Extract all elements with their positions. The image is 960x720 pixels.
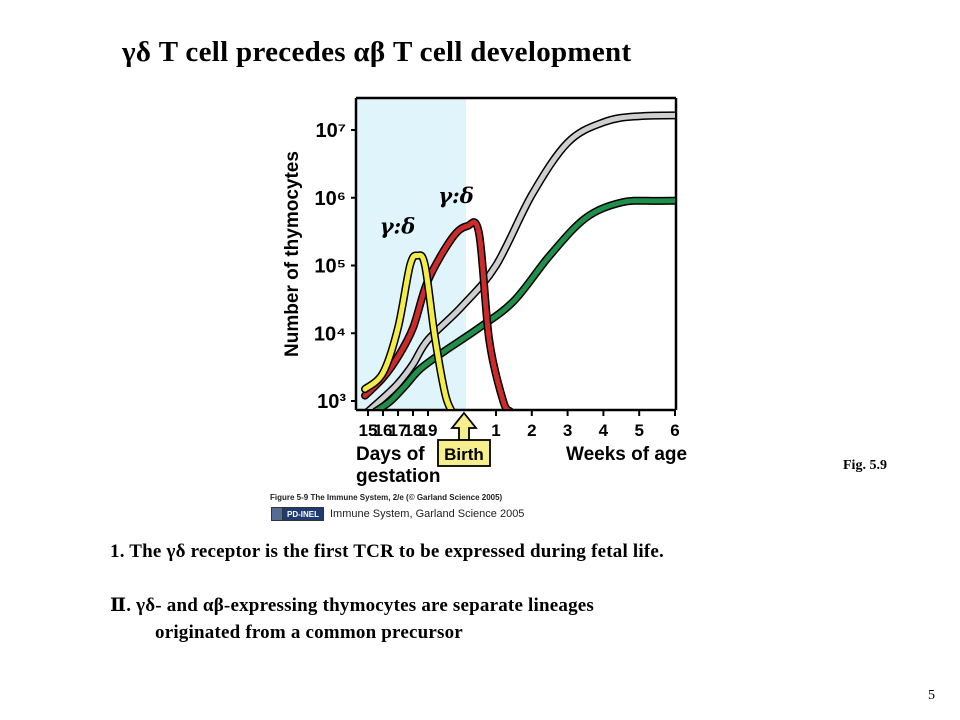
image-credit: PD-INEL Immune System, Garland Science 2…	[271, 507, 524, 521]
y-tick-label: 10⁶	[315, 188, 346, 210]
x-tick-label-week: 1	[491, 421, 500, 440]
x-tick-label-day: 18	[404, 421, 423, 440]
x-tick-label-week: 5	[634, 421, 643, 440]
bullet-1: 1. The γδ receptor is the first TCR to b…	[110, 541, 664, 562]
y-tick-label: 10⁷	[316, 120, 347, 142]
series-gd-second-wave-curve	[362, 219, 511, 409]
y-tick-label: 10⁵	[314, 256, 346, 278]
license-icon	[272, 508, 283, 520]
x-tick-label-week: 3	[563, 421, 572, 440]
figure-caption: Figure 5-9 The Immune System, 2/e (© Gar…	[270, 493, 503, 502]
birth-label: Birth	[444, 445, 484, 464]
license-badge: PD-INEL	[271, 507, 324, 521]
x-axis-label-gestation-line2: gestation	[356, 466, 440, 487]
license-badge-label: PD-INEL	[287, 509, 319, 519]
birth-box	[437, 439, 491, 467]
x-tick-label-day: 16	[374, 421, 393, 440]
figure-reference: Fig. 5.9	[843, 458, 887, 473]
x-tick-label-week: 2	[527, 421, 536, 440]
x-axis-label-gestation-line1: Days of	[356, 444, 425, 465]
series-label: γ:δ	[438, 183, 474, 208]
bullet-2: Ⅱ. γδ- and αβ-expressing thymocytes are …	[110, 595, 595, 616]
birth-arrow-icon	[450, 411, 478, 441]
series-gd-fetal-curve	[362, 252, 454, 409]
x-tick-label-day: 15	[359, 421, 378, 440]
x-tick-label-day: 17	[389, 421, 408, 440]
y-tick-label: 10⁴	[314, 323, 346, 345]
series-gd-adult-curve	[374, 198, 675, 409]
x-tick-label-week: 6	[670, 421, 679, 440]
slide-title: γδ T cell precedes αβ T cell development	[122, 36, 632, 68]
series-label: γ:δ	[380, 214, 416, 239]
credit-text: Immune System, Garland Science 2005	[330, 508, 525, 520]
page-number: 5	[928, 688, 935, 703]
x-axis-label-weeks: Weeks of age	[566, 444, 687, 465]
y-tick-label: 10³	[317, 391, 346, 413]
y-axis-label: Number of thymocytes	[282, 151, 303, 357]
x-tick-label-week: 4	[599, 421, 609, 440]
x-tick-label-day: 19	[419, 421, 438, 440]
bullet-2-continuation: originated from a common precursor	[155, 622, 463, 643]
